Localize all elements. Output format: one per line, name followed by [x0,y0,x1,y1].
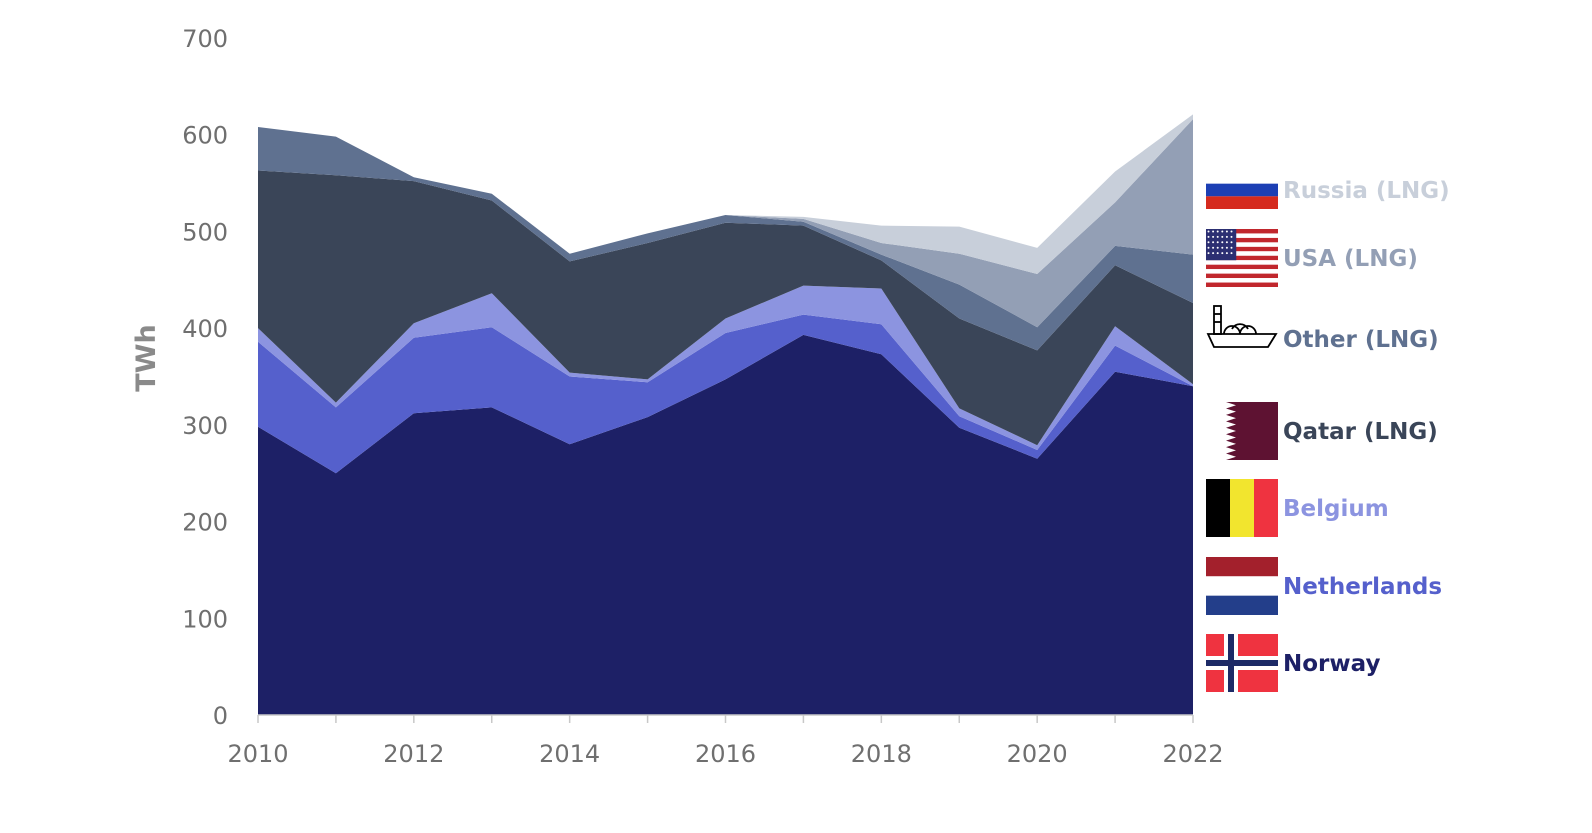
legend-entry: Other (LNG) [1206,305,1439,353]
legend-label: Qatar (LNG) [1283,419,1438,445]
x-tick-label: 2020 [1007,740,1068,768]
x-tick-label: 2018 [851,740,912,768]
legend: Russia (LNG) USA (LNG) Other (LNG) Qatar (L… [1206,171,1450,692]
area-netherlands [258,314,1193,474]
y-tick-label: 500 [182,218,228,246]
area-layer [258,114,1193,715]
y-axis-label: TWh [131,324,162,391]
y-tick-label: 300 [182,412,228,440]
legend-label: Russia (LNG) [1283,178,1450,204]
legend-entry: Netherlands [1206,557,1442,615]
x-tick-label: 2010 [227,740,288,768]
y-tick-label: 0 [213,702,228,730]
legend-label: Other (LNG) [1283,327,1439,353]
legend-label: Belgium [1283,496,1389,522]
legend-entry: USA (LNG) [1206,229,1418,287]
y-tick-label: 200 [182,509,228,537]
legend-entry: Russia (LNG) [1206,171,1450,209]
area-norway [258,334,1193,715]
x-tick-labels: 2010 2012 2014 2016 2018 2020 2022 [227,740,1223,768]
y-tick-label: 700 [182,25,228,53]
legend-label: USA (LNG) [1283,246,1418,272]
norway-flag [1206,634,1278,692]
usa-flag [1206,229,1278,287]
legend-entry: Qatar (LNG) [1225,402,1438,460]
qatar-flag [1225,402,1278,460]
area-belgium [258,285,1193,450]
x-tick-label: 2014 [539,740,600,768]
area-russia-lng [258,114,1193,275]
legend-label: Netherlands [1283,574,1442,600]
russia-flag [1206,171,1278,209]
x-tick-label: 2012 [383,740,444,768]
legend-entry: Norway [1206,634,1380,692]
axes [257,714,1194,723]
ship-icon [1206,305,1278,348]
belgium-flag [1206,479,1278,537]
area-other-lng [258,127,1193,351]
y-tick-label: 400 [182,315,228,343]
y-tick-labels: 0 100 200 300 400 500 600 700 [182,25,228,730]
x-tick-label: 2022 [1162,740,1223,768]
area-usa-lng [258,119,1193,328]
legend-label: Norway [1283,651,1380,677]
y-tick-label: 600 [182,122,228,150]
x-tick-label: 2016 [695,740,756,768]
area-qatar-lng [258,170,1193,446]
netherlands-flag [1206,557,1278,615]
legend-entry: Belgium [1206,479,1389,537]
y-tick-label: 100 [182,605,228,633]
